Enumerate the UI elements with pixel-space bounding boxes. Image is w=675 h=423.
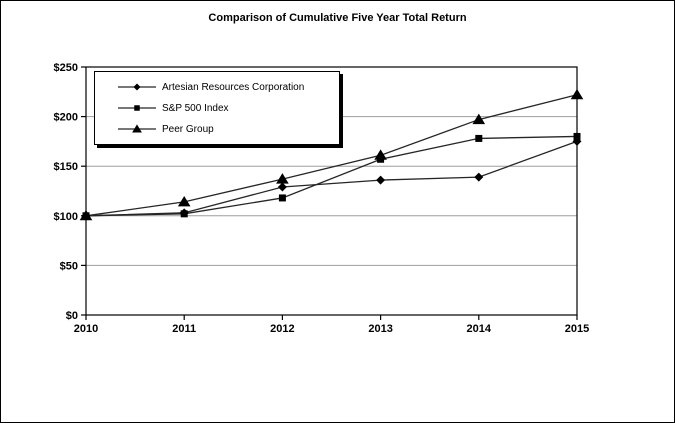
y-axis-tick-label: $0 <box>66 310 78 322</box>
series-line-2 <box>85 94 578 217</box>
square-marker <box>475 134 483 142</box>
legend-entry-artesian: Artesian Resources Corporation <box>118 81 339 93</box>
diamond-marker <box>376 175 386 185</box>
diamond-marker <box>277 182 287 192</box>
series-line-0 <box>85 140 578 217</box>
x-axis-tick-label: 2014 <box>467 323 492 335</box>
legend-label: Artesian Resources Corporation <box>162 81 305 93</box>
legend-entry-peer-group: Peer Group <box>118 123 339 135</box>
x-axis-tick-label: 2012 <box>270 323 294 335</box>
x-axis-tick-label: 2015 <box>565 323 589 335</box>
y-axis-tick-label: $150 <box>54 161 78 173</box>
square-marker <box>180 210 188 218</box>
triangle-marker <box>374 149 387 160</box>
legend-label: Peer Group <box>162 123 214 135</box>
legend-label: S&P 500 Index <box>162 102 229 114</box>
square-marker <box>573 132 581 140</box>
y-axis-tick-label: $100 <box>54 211 78 223</box>
triangle-marker <box>79 209 93 221</box>
square-line-icon <box>118 105 156 111</box>
x-axis-tick-label: 2010 <box>74 323 98 335</box>
square-marker <box>278 194 286 202</box>
legend: Artesian Resources Corporation S&P 500 I… <box>94 71 340 145</box>
diamond-line-icon <box>118 83 156 91</box>
y-axis-tick-label: $250 <box>54 62 78 74</box>
diamond-marker <box>474 172 484 182</box>
triangle-marker <box>177 195 191 207</box>
chart-title: Comparison of Cumulative Five Year Total… <box>208 12 467 24</box>
x-axis-tick-label: 2011 <box>172 323 196 335</box>
triangle-marker <box>472 113 486 125</box>
triangle-line-icon <box>118 124 156 133</box>
triangle-marker <box>570 88 584 100</box>
y-axis-tick-label: $50 <box>60 260 78 272</box>
x-axis-tick-label: 2013 <box>368 323 392 335</box>
plot-frame <box>85 66 578 316</box>
y-axis-tick-label: $200 <box>54 112 78 124</box>
triangle-marker <box>276 173 289 184</box>
series-line-1 <box>85 135 578 217</box>
legend-entry-sp500: S&P 500 Index <box>118 102 339 114</box>
